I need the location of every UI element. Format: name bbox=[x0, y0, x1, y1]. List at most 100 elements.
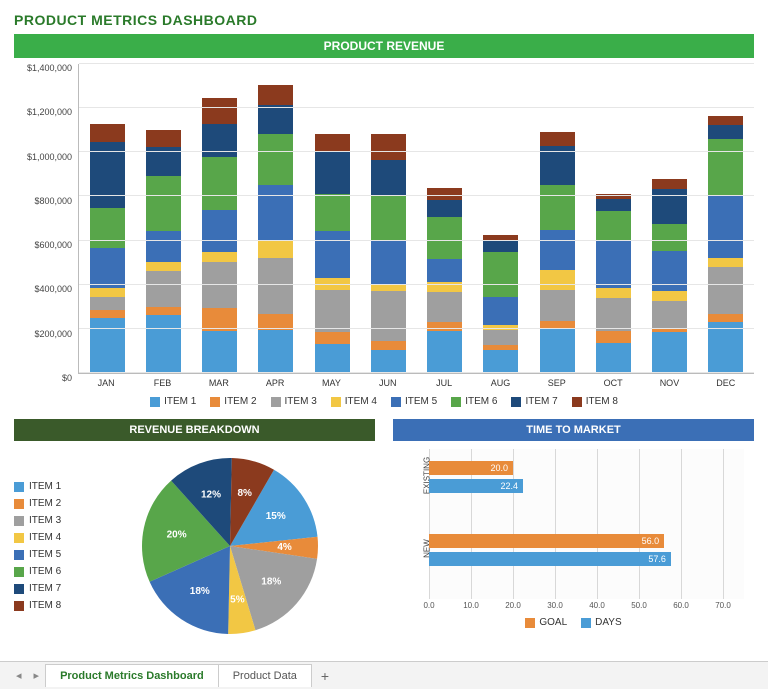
bar-segment bbox=[371, 241, 406, 284]
bar-segment bbox=[146, 307, 181, 316]
bar-segment bbox=[427, 200, 462, 217]
x-axis-label: 50.0 bbox=[631, 601, 647, 610]
bar-segment bbox=[708, 258, 743, 267]
bar-segment bbox=[708, 116, 743, 125]
x-axis-label: MAR bbox=[191, 374, 247, 388]
bar-segment bbox=[146, 271, 181, 306]
bar-segment bbox=[315, 332, 350, 344]
x-axis-label: JUN bbox=[360, 374, 416, 388]
bar-segment bbox=[146, 176, 181, 231]
bar-segment bbox=[483, 252, 518, 296]
bar-segment bbox=[90, 208, 125, 248]
bar-segment bbox=[708, 267, 743, 315]
pie-slice-label: 4% bbox=[277, 542, 292, 553]
bar-segment bbox=[90, 288, 125, 297]
x-axis-label: NOV bbox=[641, 374, 697, 388]
bar-segment bbox=[202, 210, 237, 252]
pie-slice-label: 8% bbox=[237, 488, 252, 499]
bar-segment bbox=[483, 241, 518, 252]
bar-segment bbox=[427, 188, 462, 200]
bar-segment bbox=[483, 350, 518, 373]
legend-item: ITEM 8 bbox=[572, 396, 618, 407]
bar-segment bbox=[146, 315, 181, 373]
bar-segment bbox=[146, 130, 181, 148]
legend-item: ITEM 1 bbox=[150, 396, 196, 407]
y-axis-label: $200,000 bbox=[34, 329, 72, 339]
pie-chart: 15%4%18%5%18%20%12%8% bbox=[100, 441, 360, 651]
x-axis-label: 60.0 bbox=[673, 601, 689, 610]
sheet-nav-prev-icon[interactable]: ◂ bbox=[10, 669, 28, 682]
pie-slice-label: 18% bbox=[189, 586, 209, 597]
bar-segment bbox=[596, 211, 631, 240]
bar-segment bbox=[652, 251, 687, 291]
bar-segment bbox=[540, 185, 575, 230]
pie-slice-label: 12% bbox=[200, 490, 220, 501]
bar-sep bbox=[540, 132, 575, 373]
ttm-header: TIME TO MARKET bbox=[393, 419, 754, 441]
bar-segment bbox=[258, 241, 293, 258]
y-axis-label: $0 bbox=[62, 373, 72, 383]
bar-segment bbox=[540, 290, 575, 321]
x-axis-label: 10.0 bbox=[463, 601, 479, 610]
bar-segment bbox=[146, 231, 181, 262]
bar-jun bbox=[371, 134, 406, 373]
bar-segment bbox=[596, 240, 631, 288]
bar-segment bbox=[258, 85, 293, 105]
ttm-bar: 20.0 bbox=[429, 461, 513, 475]
bar-segment bbox=[652, 179, 687, 189]
bar-segment bbox=[258, 185, 293, 241]
bar-segment bbox=[315, 231, 350, 278]
bar-segment bbox=[371, 350, 406, 373]
bar-segment bbox=[708, 322, 743, 373]
bar-nov bbox=[652, 179, 687, 373]
legend-item: ITEM 6 bbox=[14, 566, 84, 577]
bar-segment bbox=[652, 332, 687, 373]
bar-segment bbox=[315, 290, 350, 332]
legend-item: ITEM 3 bbox=[271, 396, 317, 407]
sheet-nav-next-icon[interactable]: ▸ bbox=[28, 669, 46, 682]
x-axis-label: SEP bbox=[529, 374, 585, 388]
bar-segment bbox=[371, 284, 406, 291]
x-axis-label: 30.0 bbox=[547, 601, 563, 610]
revenue-banner: PRODUCT REVENUE bbox=[14, 34, 754, 58]
bar-segment bbox=[596, 331, 631, 343]
y-axis-label: $600,000 bbox=[34, 240, 72, 250]
ttm-legend: GOALDAYS bbox=[403, 617, 744, 628]
x-axis-label: DEC bbox=[698, 374, 754, 388]
bar-segment bbox=[427, 217, 462, 259]
bar-segment bbox=[596, 288, 631, 298]
bar-segment bbox=[483, 330, 518, 346]
ttm-bar: 22.4 bbox=[429, 479, 523, 493]
x-axis-label: 40.0 bbox=[589, 601, 605, 610]
legend-item: ITEM 6 bbox=[451, 396, 497, 407]
bar-segment bbox=[652, 189, 687, 223]
legend-item: GOAL bbox=[525, 617, 567, 628]
pie-slice-label: 5% bbox=[230, 595, 245, 606]
bar-dec bbox=[708, 116, 743, 373]
bar-segment bbox=[540, 270, 575, 290]
x-axis-label: JAN bbox=[78, 374, 134, 388]
bar-segment bbox=[427, 259, 462, 282]
x-axis-label: 0.0 bbox=[423, 601, 434, 610]
bar-segment bbox=[483, 297, 518, 326]
legend-item: ITEM 8 bbox=[14, 600, 84, 611]
bar-segment bbox=[258, 105, 293, 134]
x-axis-label: OCT bbox=[585, 374, 641, 388]
pie-slice-label: 20% bbox=[166, 529, 186, 540]
bar-segment bbox=[427, 292, 462, 322]
bar-segment bbox=[90, 318, 125, 373]
bar-segment bbox=[90, 297, 125, 310]
ttm-panel: TIME TO MARKET EXISTING20.022.4NEW56.057… bbox=[393, 419, 754, 651]
sheet-add-button[interactable]: + bbox=[311, 668, 339, 684]
legend-item: ITEM 2 bbox=[14, 498, 84, 509]
bar-segment bbox=[427, 322, 462, 331]
bar-jan bbox=[90, 124, 125, 373]
bar-segment bbox=[315, 194, 350, 232]
bar-segment bbox=[540, 329, 575, 373]
bar-segment bbox=[596, 343, 631, 373]
bar-segment bbox=[540, 132, 575, 146]
bar-segment bbox=[596, 298, 631, 331]
bar-segment bbox=[258, 330, 293, 373]
bar-segment bbox=[202, 252, 237, 262]
x-axis-label: AUG bbox=[472, 374, 528, 388]
